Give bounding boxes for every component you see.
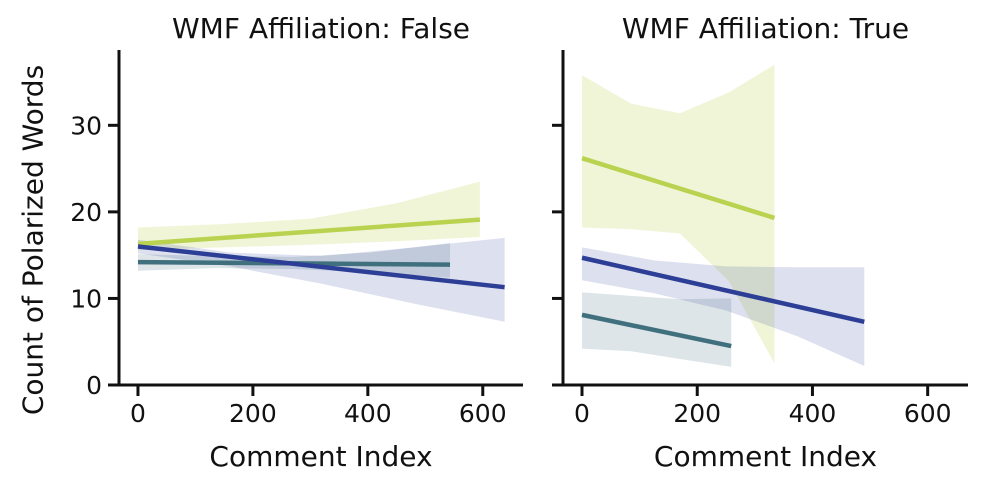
x-tick-label: 600 bbox=[459, 399, 507, 428]
regression-teal-line bbox=[581, 312, 732, 349]
regression-green-line bbox=[581, 156, 776, 221]
x-tick-label: 200 bbox=[229, 399, 277, 428]
regression-blue-ci-band bbox=[582, 247, 865, 366]
x-axis-label-right: Comment Index bbox=[653, 440, 878, 473]
y-tick-label: 0 bbox=[86, 371, 102, 400]
regression-green-ci-band bbox=[582, 64, 775, 364]
y-tick-label: 30 bbox=[70, 111, 102, 140]
x-tick-label: 600 bbox=[904, 399, 952, 428]
x-tick-label: 400 bbox=[789, 399, 837, 428]
regression-green-ci-band bbox=[137, 181, 480, 250]
x-tick-label: 0 bbox=[574, 399, 590, 428]
x-tick-label: 0 bbox=[130, 399, 146, 428]
regression-blue-line bbox=[581, 255, 865, 325]
y-tick-label: 10 bbox=[70, 284, 102, 313]
regression-blue-line bbox=[137, 244, 505, 290]
y-tick-label: 20 bbox=[70, 198, 102, 227]
x-axis-label-left: Comment Index bbox=[209, 440, 433, 473]
subplot-title-true: WMF Affiliation: True bbox=[621, 12, 910, 45]
x-tick-label: 200 bbox=[673, 399, 721, 428]
regression-green-line bbox=[137, 217, 481, 247]
subplot-title-false: WMF Affiliation: False bbox=[171, 12, 471, 45]
regression-teal-ci-band bbox=[137, 243, 451, 278]
x-tick-label: 400 bbox=[344, 399, 392, 428]
